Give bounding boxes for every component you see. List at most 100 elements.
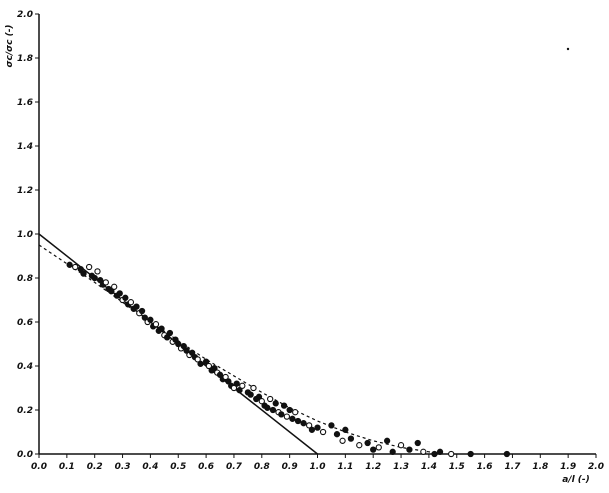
x-tick-label: 0.8 [254,462,270,472]
data-point [269,406,277,414]
x-tick-label: 0.3 [115,462,131,472]
x-tick-label: 1.7 [504,462,521,472]
data-point [72,263,79,271]
data-point [431,450,438,458]
data-point [236,387,243,394]
data-point [294,417,302,425]
data-point [85,263,93,271]
data-point [283,413,291,420]
data-point [66,261,73,268]
data-point [383,437,391,444]
data-point [467,450,474,458]
data-point [122,294,129,301]
data-point [141,314,148,321]
reference-lines [38,233,443,455]
data-point [370,446,377,453]
data-point [258,398,265,405]
data-point [152,321,160,328]
data-point [339,437,346,444]
data-point [292,409,299,416]
y-tick-label: 0.0 [17,450,33,460]
y-tick-label: 0.6 [17,318,33,328]
data-point [94,268,101,275]
data-point [138,307,146,315]
data-point [183,347,190,354]
y-tick-label: 1.6 [17,98,33,108]
data-point [108,288,115,295]
y-tick-label: 0.2 [17,406,33,416]
data-point [347,435,355,442]
x-tick-label: 0.2 [87,462,103,472]
y-tick-label: 2.0 [17,10,33,20]
data-point [175,340,182,348]
x-tick-label: 0.4 [142,462,158,472]
x-tick-label: 0.7 [226,462,243,472]
data-point [250,384,257,392]
data-point [389,448,396,455]
data-point [420,448,427,455]
data-point [205,362,213,370]
data-point [328,422,335,429]
data-point [414,439,421,447]
data-point [503,450,511,458]
y-tick-label: 1.2 [17,186,33,196]
data-point [278,411,285,418]
data-point [194,356,201,363]
data-point [239,382,246,389]
data-point [264,404,271,411]
data-point [406,446,413,453]
data-point [127,299,135,306]
x-tick-label: 0.6 [198,462,214,472]
data-point [189,349,196,356]
x-tick-label: 2.0 [588,462,604,472]
data-point [375,444,382,451]
data-point [272,400,279,407]
data-point [247,391,254,398]
data-point [202,358,210,365]
fit-curve [38,244,443,455]
data-point [267,395,274,403]
data-point [91,274,98,282]
data-point [255,393,263,400]
axes [35,13,597,458]
data-point [197,360,204,367]
x-tick-label: 1.3 [393,462,409,472]
x-tick-label: 0.5 [170,462,186,472]
data-point [222,373,229,381]
x-tick-label: 1.8 [532,462,548,472]
y-tick-label: 1.0 [17,230,33,240]
data-point [356,442,363,449]
data-point [166,329,174,337]
data-point [436,448,444,455]
x-tick-label: 0.1 [59,462,75,472]
data-point [97,277,104,284]
data-point [102,279,109,286]
stray-dot [566,47,570,51]
y-tick-label: 0.4 [17,362,33,372]
x-tick-label: 1.2 [365,462,381,472]
data-point [289,415,296,422]
y-tick-label: 0.8 [17,274,33,284]
tick-labels: 0.0 0.1 0.2 0.3 0.4 0.5 0.6 0.7 0.8 0.9 1.0 1.1 1.2 1… [17,10,604,472]
data-point [77,266,84,273]
data-point [364,439,371,447]
x-axis-label: a/l (-) [562,475,590,485]
data-point [300,420,307,427]
data-point [308,426,316,433]
x-tick-label: 0.9 [282,462,298,472]
data-point [163,334,171,341]
x-tick-label: 1.6 [477,462,493,472]
x-tick-label: 0.0 [31,462,47,472]
data-point [319,428,327,436]
data-point [116,290,123,297]
data-point [225,378,232,385]
y-axis-label: σc/σc (-) [5,24,15,67]
data-point [233,380,240,387]
y-tick-label: 1.4 [17,142,33,152]
data-point [111,283,118,290]
data-point [230,384,238,392]
data-point [333,431,341,438]
x-tick-label: 1.9 [560,462,576,472]
data-point [305,422,313,429]
